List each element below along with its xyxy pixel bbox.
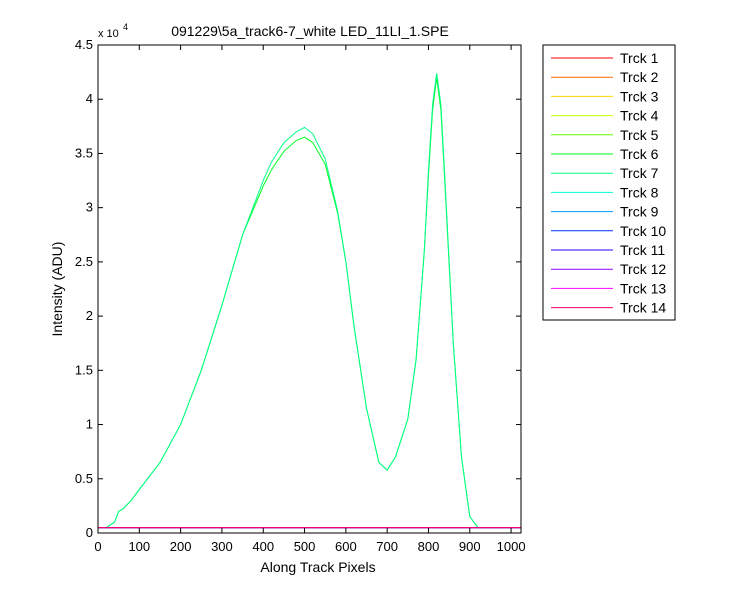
- x-tick-label: 0: [94, 539, 101, 554]
- x-tick-label: 900: [459, 539, 481, 554]
- legend-label-2: Trck 2: [620, 69, 659, 85]
- legend-label-3: Trck 3: [620, 88, 659, 104]
- legend-label-7: Trck 7: [620, 165, 659, 181]
- legend-label-11: Trck 11: [620, 242, 665, 258]
- y-axis-label: Intensity (ADU): [49, 242, 65, 337]
- series-layer: [98, 73, 521, 529]
- y-multiplier-label: x 10: [98, 28, 119, 40]
- x-tick-label: 1000: [497, 539, 526, 554]
- legend: Trck 1 Trck 2 Trck 3 Trck 4 Trck 5 Trck 6 Trck…: [542, 44, 676, 321]
- legend-label-12: Trck 12: [620, 261, 666, 277]
- legend-box: [542, 44, 676, 321]
- y-tick-label: 0.5: [75, 471, 93, 486]
- y-tick-label: 3: [86, 200, 93, 215]
- legend-label-6: Trck 6: [620, 146, 659, 162]
- y-tick-label: 4.5: [75, 37, 93, 52]
- x-tick-label: 700: [376, 539, 398, 554]
- legend-label-14: Trck 14: [620, 300, 666, 316]
- legend-label-9: Trck 9: [620, 204, 659, 220]
- x-tick-label: 500: [294, 539, 316, 554]
- y-tick-label: 1: [86, 417, 93, 432]
- legend-label-10: Trck 10: [620, 223, 666, 239]
- x-tick-label: 200: [170, 539, 192, 554]
- ticks-layer: 0 100 200 300 400 500 600 700 800 900 1000 0 0.5 1 1.5…: [75, 37, 526, 554]
- legend-label-5: Trck 5: [620, 127, 659, 143]
- legend-label-13: Trck 13: [620, 280, 666, 296]
- y-tick-label: 1.5: [75, 362, 93, 377]
- y-tick-label: 2.5: [75, 254, 93, 269]
- legend-label-8: Trck 8: [620, 184, 659, 200]
- y-tick-label: 4: [86, 91, 93, 106]
- y-tick-label: 3.5: [75, 145, 93, 160]
- axes-frame: [97, 44, 522, 534]
- legend-label-4: Trck 4: [620, 108, 659, 124]
- x-tick-label: 800: [418, 539, 440, 554]
- chart-title: 091229\5a_track6-7_white LED_11LI_1.SPE: [171, 23, 449, 39]
- y-exponent-label: 4: [123, 22, 128, 32]
- y-tick-label: 2: [86, 308, 93, 323]
- y-tick-label: 0: [86, 525, 93, 540]
- x-axis-label: Along Track Pixels: [260, 559, 375, 575]
- x-tick-label: 600: [335, 539, 357, 554]
- x-tick-label: 300: [211, 539, 233, 554]
- x-tick-label: 100: [128, 539, 150, 554]
- series-line-7: [98, 73, 521, 529]
- legend-label-1: Trck 1: [620, 50, 659, 66]
- x-tick-label: 400: [252, 539, 274, 554]
